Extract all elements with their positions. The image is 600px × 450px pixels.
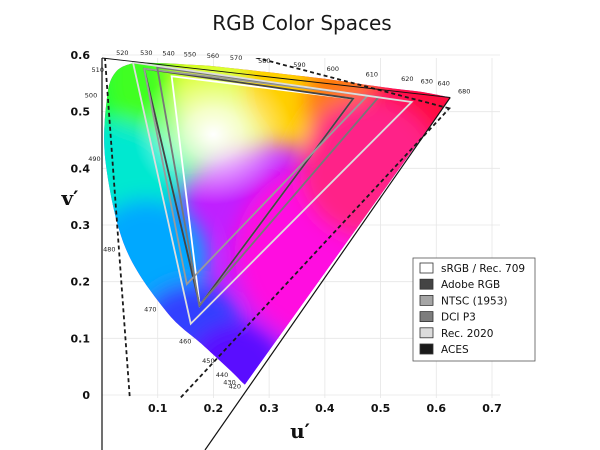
x-tick-label: 0.4 bbox=[315, 402, 335, 415]
wavelength-label-530: 530 bbox=[140, 49, 152, 57]
x-tick-label: 0.2 bbox=[204, 402, 224, 415]
y-tick-label: 0 bbox=[82, 389, 90, 402]
legend-swatch bbox=[419, 327, 434, 339]
gamut-ntsc-1953- bbox=[143, 67, 370, 286]
wavelength-label-610: 610 bbox=[366, 70, 378, 78]
wavelength-label-420: 420 bbox=[229, 383, 241, 391]
gamut-adobe-rgb bbox=[142, 67, 355, 308]
wavelength-label-620: 620 bbox=[401, 75, 413, 83]
color-blob bbox=[185, 322, 286, 385]
y-tick-label: 0.1 bbox=[71, 332, 91, 345]
x-tick-label: 0.5 bbox=[371, 402, 391, 415]
x-tick-label: 0.6 bbox=[427, 402, 447, 415]
gamut-group bbox=[104, 58, 452, 398]
legend-swatch bbox=[419, 343, 434, 355]
legend-swatch bbox=[419, 262, 434, 274]
wavelength-label-640: 640 bbox=[438, 80, 450, 88]
axes bbox=[101, 57, 451, 450]
x-axis-label: u′ bbox=[290, 419, 310, 443]
y-tick-label: 0.6 bbox=[71, 49, 91, 62]
y-tick-label: 0.4 bbox=[71, 162, 91, 175]
chart-title: RGB Color Spaces bbox=[212, 11, 391, 35]
gamut-aces bbox=[104, 58, 452, 398]
y-tick-label: 0.2 bbox=[71, 276, 91, 289]
legend-swatch bbox=[419, 294, 434, 306]
wavelength-label-520: 520 bbox=[116, 49, 128, 57]
y-axis-label: v′ bbox=[61, 186, 79, 210]
legend-label: Adobe RGB bbox=[441, 279, 500, 291]
tick-labels: 0.1 0.2 0.3 0.4 0.5 0.6 0.7 0 0.1 0.2 0.3 0.4 0.5 0.6 bbox=[71, 49, 502, 415]
wavelength-label-490: 490 bbox=[88, 155, 100, 163]
wavelength-label-510: 510 bbox=[92, 66, 104, 74]
y-tick-label: 0.5 bbox=[71, 106, 91, 119]
wavelength-label-500: 500 bbox=[85, 91, 97, 99]
legend-label: sRGB / Rec. 709 bbox=[441, 263, 525, 275]
purple-line bbox=[204, 97, 451, 450]
x-tick-label: 0.7 bbox=[482, 402, 502, 415]
white-point-glow bbox=[133, 64, 294, 205]
wavelength-label-570: 570 bbox=[230, 54, 242, 62]
wavelength-label-470: 470 bbox=[144, 305, 156, 313]
legend-label: NTSC (1953) bbox=[441, 295, 508, 307]
x-tick-label: 0.3 bbox=[259, 402, 279, 415]
wavelength-label-550: 550 bbox=[184, 51, 196, 59]
legend-swatch bbox=[419, 311, 434, 323]
spectral-locus-fill bbox=[104, 62, 451, 385]
gamut-triangles bbox=[104, 58, 452, 398]
wavelength-label-680: 680 bbox=[458, 87, 470, 95]
wavelength-label-540: 540 bbox=[162, 49, 174, 57]
legend: sRGB / Rec. 709 Adobe RGB NTSC (1953) DCI P… bbox=[412, 257, 536, 362]
wavelength-label-580: 580 bbox=[258, 57, 270, 65]
wavelength-label-430: 430 bbox=[223, 379, 235, 387]
y-tick-label: 0.3 bbox=[71, 219, 91, 232]
legend-label: DCI P3 bbox=[441, 312, 476, 324]
legend-label: ACES bbox=[441, 344, 469, 356]
wavelength-label-450: 450 bbox=[202, 357, 214, 365]
gamut-rec-2020 bbox=[131, 61, 414, 326]
legend-label: Rec. 2020 bbox=[441, 328, 493, 340]
wavelength-label-440: 440 bbox=[216, 371, 228, 379]
wavelength-label-600: 600 bbox=[327, 65, 339, 73]
top-edge-line bbox=[101, 57, 451, 98]
wavelength-label-630: 630 bbox=[421, 77, 433, 85]
x-tick-label: 0.1 bbox=[148, 402, 168, 415]
wavelength-label-590: 590 bbox=[293, 61, 305, 69]
legend-swatch bbox=[419, 278, 434, 290]
wavelength-label-460: 460 bbox=[179, 338, 191, 346]
wavelength-label-560: 560 bbox=[207, 52, 219, 60]
wavelength-label-480: 480 bbox=[103, 245, 115, 253]
